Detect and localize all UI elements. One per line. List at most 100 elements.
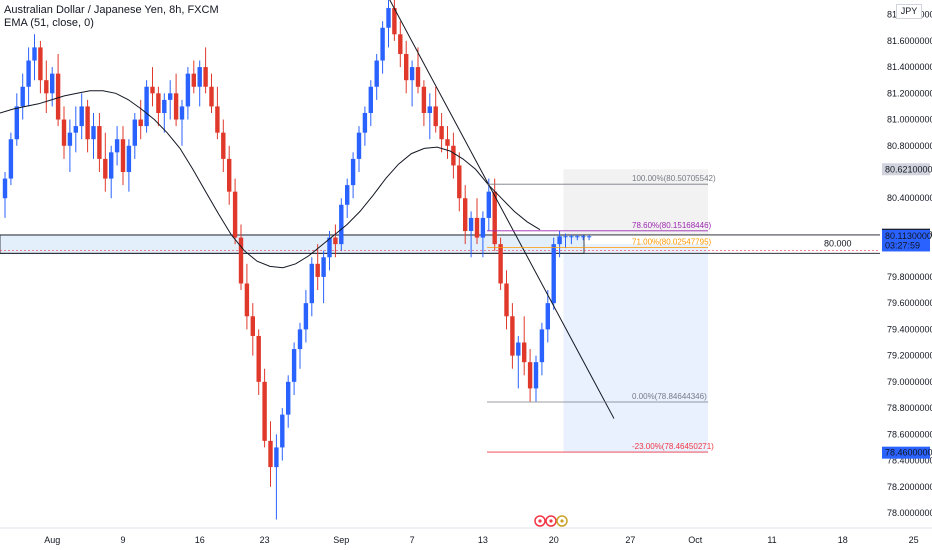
currency-badge[interactable]: JPY <box>896 4 922 19</box>
candle-body <box>533 362 539 389</box>
candle-body <box>557 236 562 245</box>
drawings-layer: 100.00%(80.50705542) 78.60%(80.15168446) 7… <box>389 0 716 453</box>
candle-body <box>221 132 226 159</box>
price-tick-label: 78.20000000 <box>887 482 932 492</box>
candle-body <box>451 145 456 166</box>
candle <box>486 178 491 232</box>
time-tick-label: 27 <box>625 535 635 545</box>
candle <box>215 86 220 140</box>
fib-level-label: 0.00%(78.84644346) <box>632 392 707 401</box>
candle-body <box>586 236 592 238</box>
candle-body <box>97 126 102 159</box>
candle <box>179 99 185 146</box>
time-tick-label: Aug <box>44 535 60 545</box>
candle <box>197 60 202 107</box>
candle <box>468 211 474 258</box>
candle <box>498 237 503 291</box>
candle <box>168 80 173 120</box>
candle-body <box>569 236 574 238</box>
candle <box>356 126 362 173</box>
candle-body <box>85 106 90 140</box>
candle <box>575 234 580 241</box>
candle <box>339 198 344 251</box>
candle-body <box>191 73 196 87</box>
candle-body <box>516 342 521 356</box>
candle <box>209 73 214 113</box>
symbol-title[interactable]: Australian Dollar / Japanese Yen, 8h, FX… <box>4 4 219 16</box>
candle-body <box>498 244 503 284</box>
candle <box>409 60 415 107</box>
candle-body <box>150 86 155 94</box>
candles-layer <box>2 0 592 520</box>
candle <box>14 93 19 146</box>
candle-body <box>61 119 67 146</box>
fib-level-label: 78.60%(80.15168446) <box>632 221 712 230</box>
candle-body <box>398 34 403 54</box>
candle-body <box>109 152 114 179</box>
stop-zone-box <box>563 169 708 235</box>
candle <box>345 178 350 218</box>
candle-body <box>480 217 486 238</box>
candle-body <box>14 106 19 140</box>
time-axis: 26Aug91623Sep7132027Oct111825Nov <box>0 515 932 545</box>
candle-body <box>504 283 509 317</box>
candle <box>439 112 444 153</box>
candle-body <box>527 362 533 389</box>
price-tag-label: 03:27:59 <box>885 240 920 250</box>
candle <box>38 40 43 94</box>
candle-body <box>126 145 132 173</box>
candle <box>132 112 137 159</box>
candle-body <box>297 329 303 350</box>
candle <box>309 257 314 317</box>
candle <box>463 185 468 245</box>
candle-body <box>173 93 179 120</box>
target-zone-box <box>563 244 708 453</box>
candle <box>368 80 373 127</box>
price-tick-label: 79.00000000 <box>887 377 932 387</box>
candle-body <box>185 73 191 107</box>
candle <box>492 178 497 251</box>
candle-body <box>380 27 385 61</box>
candle-body <box>262 381 267 441</box>
candle-body <box>156 93 161 113</box>
candle-body <box>468 217 474 232</box>
candle-body <box>492 191 497 245</box>
candle-body <box>55 73 61 120</box>
event-icon-dot <box>538 519 542 523</box>
candle-body <box>427 106 432 113</box>
candle-body <box>386 8 391 28</box>
time-tick-label: 23 <box>260 535 270 545</box>
candle-body <box>581 236 586 238</box>
candle-body <box>545 303 550 330</box>
candle-body <box>120 139 126 173</box>
candle-body <box>227 158 232 192</box>
time-tick-label: Sep <box>333 535 349 545</box>
time-tick-label: 7 <box>410 535 415 545</box>
candle-body <box>303 303 309 330</box>
candle <box>451 132 456 179</box>
candle-body <box>286 381 291 415</box>
candle <box>79 93 84 140</box>
candle <box>380 21 385 74</box>
candle <box>274 434 279 520</box>
candle-body <box>445 139 450 146</box>
candle-body <box>539 329 545 363</box>
candle-body <box>350 158 356 186</box>
candle <box>85 99 90 153</box>
candle-body <box>26 60 31 87</box>
candle-body <box>232 191 238 238</box>
candle <box>8 132 14 186</box>
candle <box>433 86 438 133</box>
candle <box>533 355 539 402</box>
candle <box>144 80 149 133</box>
candle-body <box>439 126 444 140</box>
time-tick-label: 18 <box>838 535 848 545</box>
ema-indicator-label[interactable]: EMA (51, close, 0) <box>4 17 94 29</box>
trendline <box>389 0 615 419</box>
price-tick-label: 79.40000000 <box>887 324 932 334</box>
candle-body <box>67 132 73 146</box>
fib-level-label: 71.00%(80.02547795) <box>632 237 712 246</box>
candle <box>421 80 427 127</box>
